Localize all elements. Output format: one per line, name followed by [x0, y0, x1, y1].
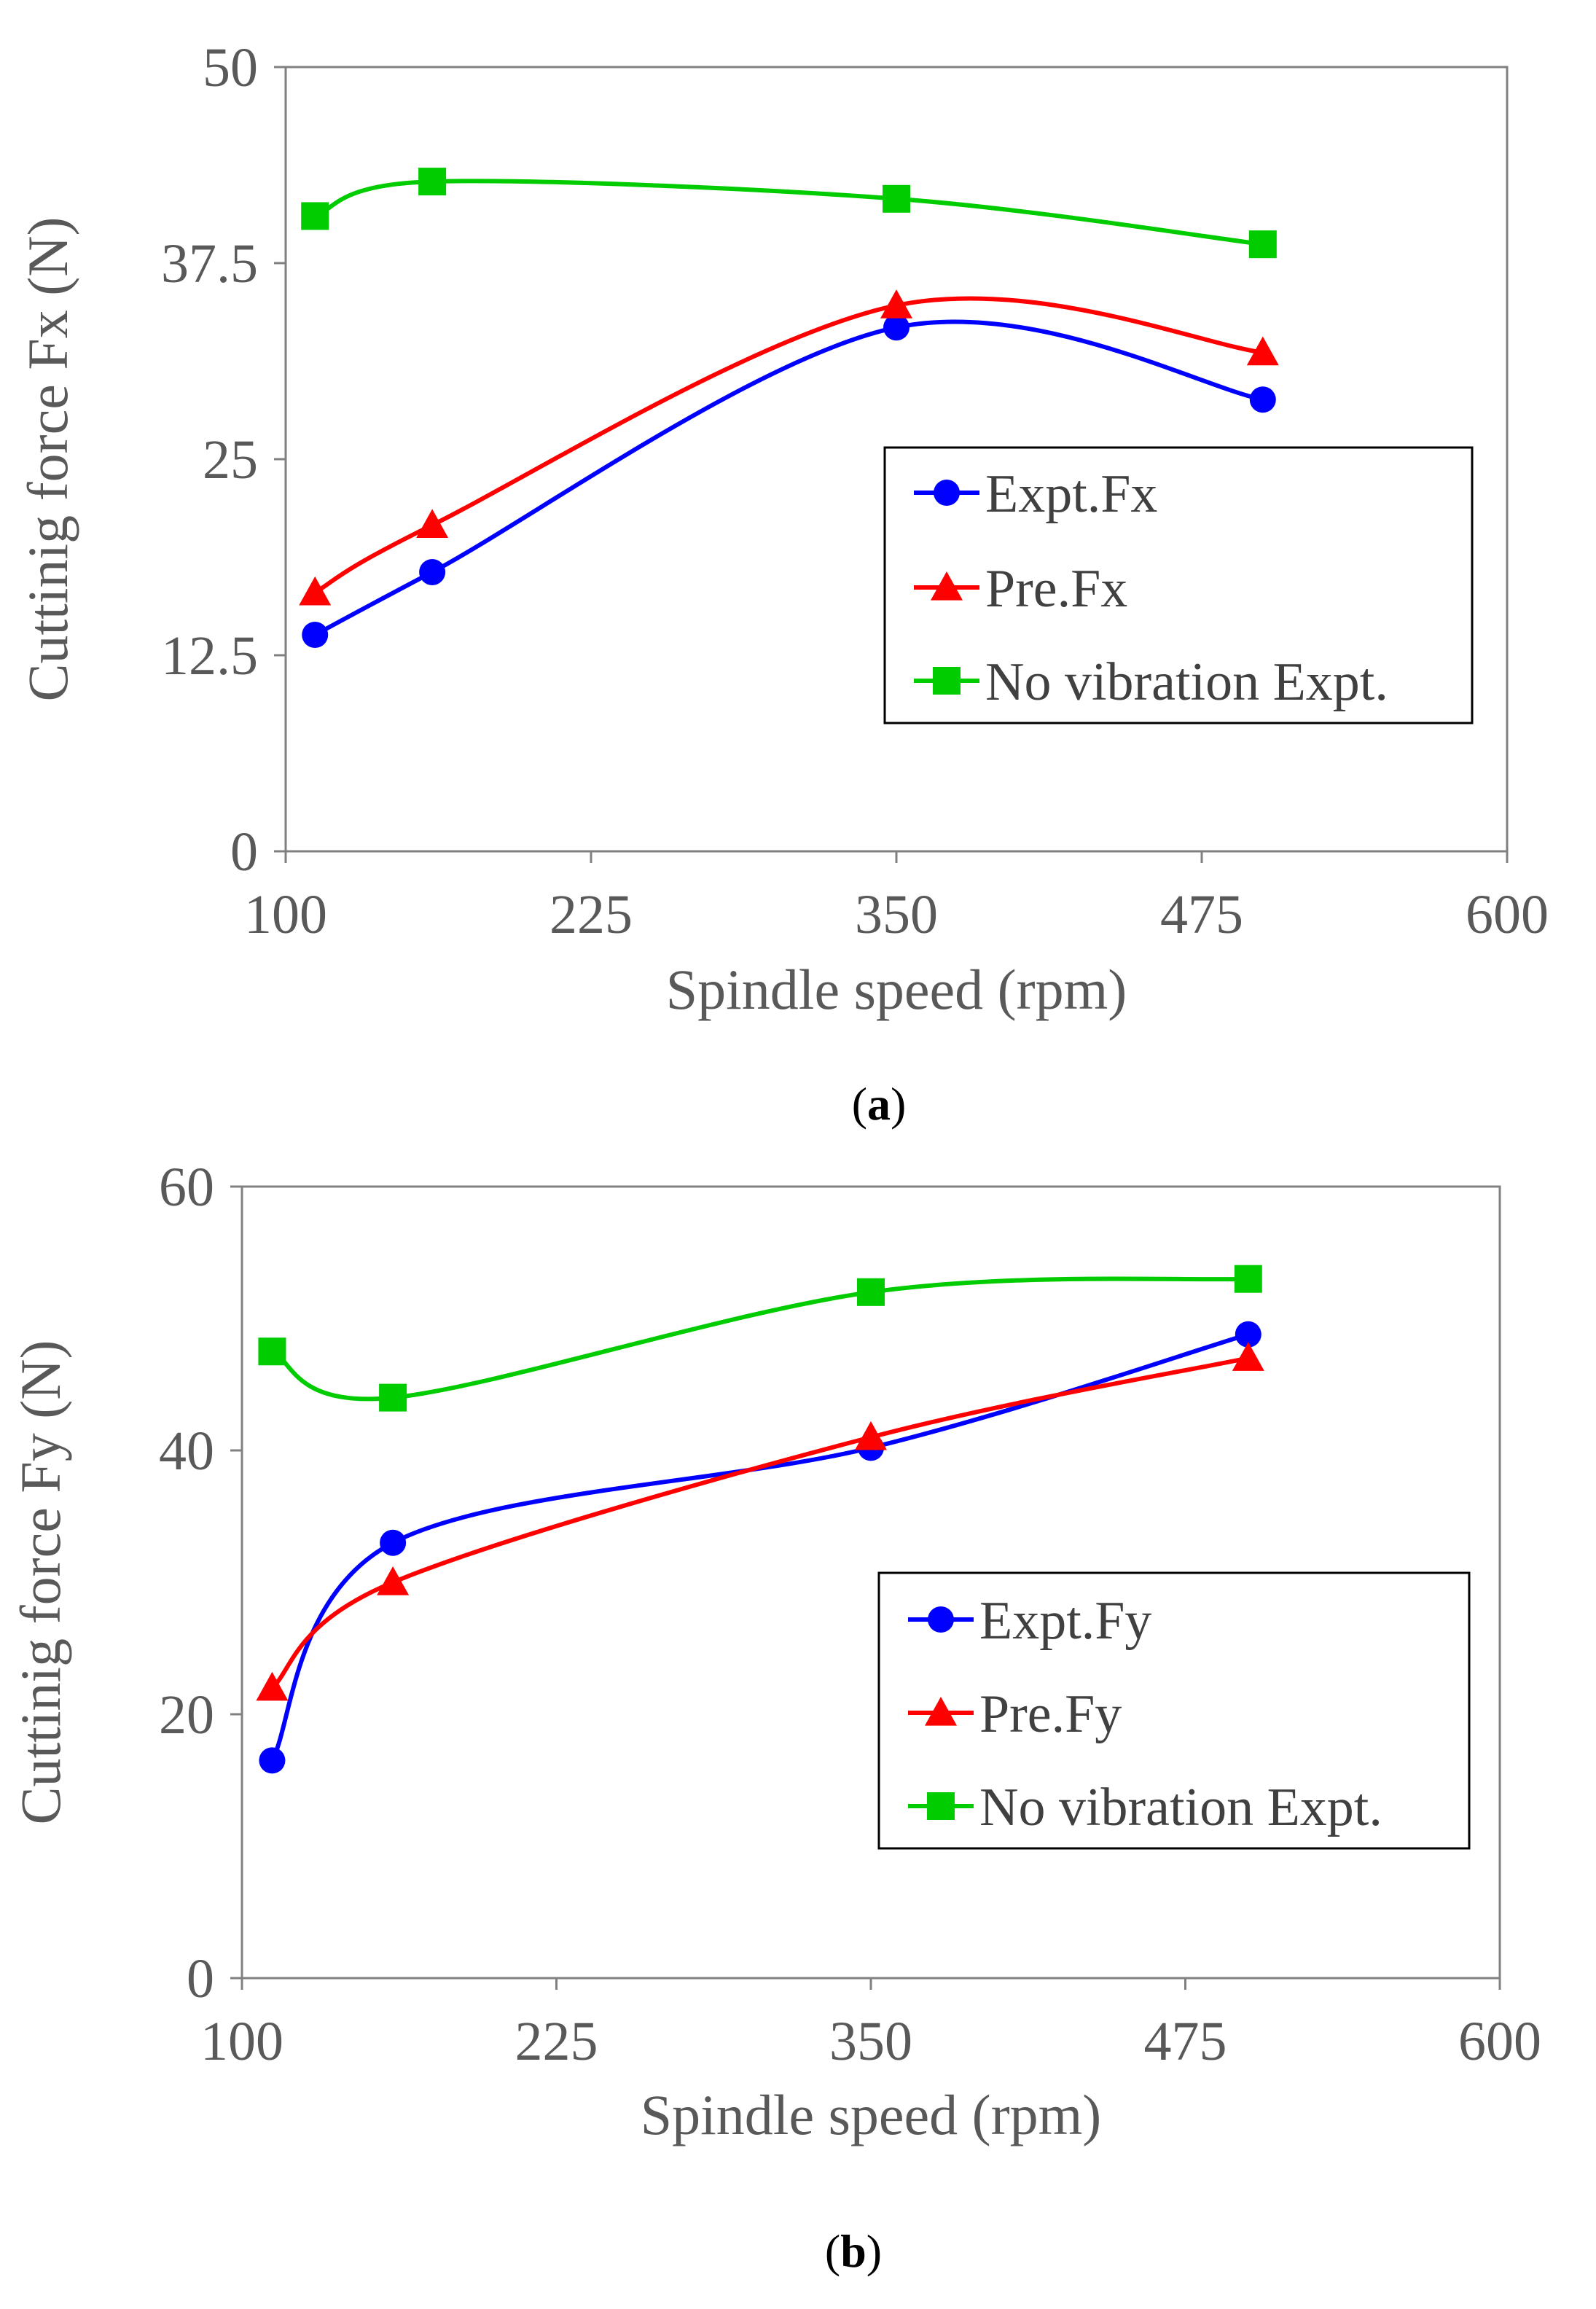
- x-tick-label: 100: [244, 884, 327, 945]
- data-point: [302, 622, 329, 649]
- series-no-vibration-expt: [301, 168, 1277, 259]
- panel-label: (b): [825, 2225, 882, 2277]
- legend-box: [877, 1571, 1471, 1850]
- x-tick-label: 350: [855, 884, 938, 945]
- legend-entry: Pre.Fy: [979, 1684, 1122, 1744]
- x-tick-label: 475: [1160, 884, 1243, 945]
- legend-entry: Expt.Fx: [985, 464, 1157, 524]
- x-tick-label: 600: [1458, 2011, 1541, 2072]
- y-tick-label: 50: [203, 37, 258, 98]
- x-tick-label: 225: [549, 884, 633, 945]
- series-line: [314, 179, 1264, 247]
- data-point: [855, 1421, 887, 1450]
- legend-marker: [928, 1606, 954, 1633]
- legend-entry: Pre.Fx: [985, 559, 1127, 619]
- x-tick-label: 225: [515, 2011, 598, 2072]
- legend: Expt.Fy Pre.Fy No vibration Expt.: [877, 1571, 1471, 1850]
- x-axis-label: Spindle speed (rpm): [641, 2083, 1102, 2146]
- series-expt-fx: [302, 314, 1276, 649]
- series-pre-fx: [299, 289, 1279, 606]
- y-axis-label: Cuttinig force Fy (N): [9, 1340, 72, 1824]
- legend-entry: Expt.Fy: [979, 1591, 1151, 1651]
- y-tick-label: 0: [230, 821, 258, 883]
- data-point: [301, 202, 329, 230]
- y-tick-label: 0: [187, 1948, 214, 2009]
- series-line: [271, 1276, 1248, 1402]
- x-tick-label: 600: [1466, 884, 1549, 945]
- legend-marker: [927, 1792, 955, 1820]
- data-point: [299, 576, 332, 606]
- data-point: [258, 1337, 286, 1366]
- legend: Expt.Fx Pre.Fx No vibration Expt.: [883, 446, 1474, 724]
- legend-marker: [925, 1697, 957, 1726]
- x-tick-label: 100: [200, 2011, 283, 2072]
- panel-label: (a): [852, 1078, 907, 1130]
- data-point: [1249, 386, 1276, 413]
- y-tick-label: 37.5: [161, 233, 258, 294]
- legend-entry: No vibration Expt.: [985, 652, 1388, 712]
- data-point: [1248, 230, 1277, 259]
- chart-panel-a: 0 12.5 25 37.5 50 100 225 350 475 600 Spindle spee…: [16, 37, 1549, 1130]
- data-point: [380, 1529, 407, 1556]
- data-point: [259, 1747, 286, 1774]
- x-tick-label: 475: [1144, 2011, 1227, 2072]
- chart-panel-b: 0 20 40 60 100 225 350 475 600 Spindle speed (rpm…: [9, 1157, 1541, 2277]
- legend-marker: [934, 480, 960, 506]
- series-line: [313, 319, 1264, 637]
- data-point: [256, 1671, 289, 1701]
- data-point: [377, 1566, 410, 1595]
- x-axis-label: Spindle speed (rpm): [666, 958, 1127, 1021]
- data-point: [857, 1278, 885, 1306]
- legend-entry: No vibration Expt.: [979, 1778, 1382, 1837]
- legend-marker: [933, 667, 961, 695]
- data-point: [1234, 1265, 1262, 1293]
- series-line: [270, 1356, 1249, 1690]
- series-pre-fy: [256, 1342, 1264, 1701]
- data-point: [419, 558, 446, 585]
- legend-box: [883, 446, 1474, 724]
- y-tick-label: 12.5: [161, 625, 258, 687]
- data-point: [883, 314, 910, 341]
- data-point: [379, 1383, 407, 1412]
- y-tick-label: 40: [159, 1421, 214, 1482]
- data-point: [416, 509, 449, 538]
- data-point: [883, 184, 910, 213]
- y-axis-label: Cuttinig force Fx (N): [16, 216, 79, 701]
- y-tick-label: 20: [159, 1684, 214, 1746]
- data-point: [1235, 1321, 1261, 1348]
- y-tick-label: 25: [203, 429, 258, 491]
- series-no-vibration-expt: [258, 1265, 1262, 1412]
- y-tick-label: 60: [159, 1157, 214, 1218]
- legend-marker: [931, 571, 963, 601]
- data-point: [880, 289, 912, 319]
- data-point: [418, 168, 447, 196]
- series-line: [313, 296, 1264, 595]
- data-point: [1232, 1342, 1264, 1371]
- data-point: [1246, 336, 1279, 366]
- x-tick-label: 350: [829, 2011, 912, 2072]
